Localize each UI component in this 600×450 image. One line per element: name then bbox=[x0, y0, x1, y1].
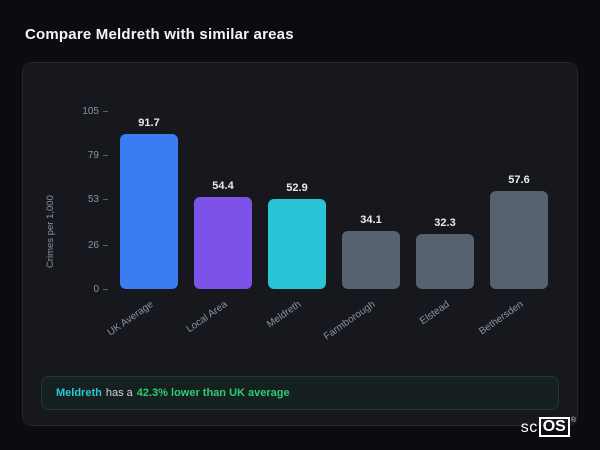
y-tick-label: 105 bbox=[82, 106, 108, 117]
bar-x-label: Bethersden bbox=[477, 299, 526, 338]
summary-note: Meldreth has a 42.3% lower than UK avera… bbox=[41, 376, 559, 410]
y-tick-label: 0 bbox=[93, 284, 108, 295]
bar-column: 57.6 Bethersden bbox=[477, 111, 548, 337]
bar-column: 91.7 UK Average bbox=[105, 111, 178, 339]
bar bbox=[490, 191, 548, 289]
page-title: Compare Meldreth with similar areas bbox=[25, 26, 294, 43]
bar-value-label: 34.1 bbox=[360, 214, 382, 227]
bar-column: 54.4 Local Area bbox=[184, 111, 252, 335]
registered-mark: ® bbox=[570, 417, 576, 424]
logo-box: OS bbox=[538, 417, 570, 437]
bar-value-label: 52.9 bbox=[286, 182, 308, 195]
bar bbox=[416, 234, 474, 289]
y-axis-label: Crimes per 1,000 bbox=[45, 195, 56, 269]
bar-x-label: UK Average bbox=[105, 299, 156, 339]
bar bbox=[342, 231, 400, 289]
y-tick-label: 26 bbox=[88, 240, 108, 251]
bar-x-label: Farmborough bbox=[321, 299, 378, 343]
note-middle: has a bbox=[105, 387, 133, 399]
bar-column: 32.3 Elstead bbox=[416, 111, 474, 327]
chart-card: Crimes per 1,000 0 26 53 79 105 91.7 UK Avera… bbox=[22, 62, 578, 426]
y-tick-label: 53 bbox=[88, 194, 108, 205]
logo-prefix: sc bbox=[520, 419, 538, 436]
bar-column: 34.1 Farmborough bbox=[322, 111, 400, 342]
logo: sc OS ® bbox=[521, 417, 576, 437]
bar-value-label: 57.6 bbox=[508, 174, 530, 187]
y-tick-label: 79 bbox=[88, 150, 108, 161]
bars-container: 91.7 UK Average 54.4 Local Area 52.9 Meldreth… bbox=[105, 111, 548, 342]
bar-column: 52.9 Meldreth bbox=[265, 111, 326, 330]
y-axis: 0 26 53 79 105 bbox=[61, 106, 108, 295]
bar bbox=[268, 199, 326, 289]
bar-value-label: 91.7 bbox=[138, 116, 160, 129]
bar bbox=[194, 196, 252, 289]
bar-x-label: Local Area bbox=[184, 299, 230, 336]
note-subject: Meldreth bbox=[56, 387, 102, 399]
bar-value-label: 54.4 bbox=[212, 179, 234, 192]
bar-x-label: Elstead bbox=[417, 299, 452, 328]
bar-chart: Crimes per 1,000 0 26 53 79 105 91.7 UK Avera… bbox=[43, 103, 548, 393]
note-highlight: 42.3% lower than UK average bbox=[136, 387, 290, 399]
bar-x-label: Meldreth bbox=[265, 299, 304, 331]
bar bbox=[120, 133, 178, 289]
bar-value-label: 32.3 bbox=[434, 217, 456, 230]
